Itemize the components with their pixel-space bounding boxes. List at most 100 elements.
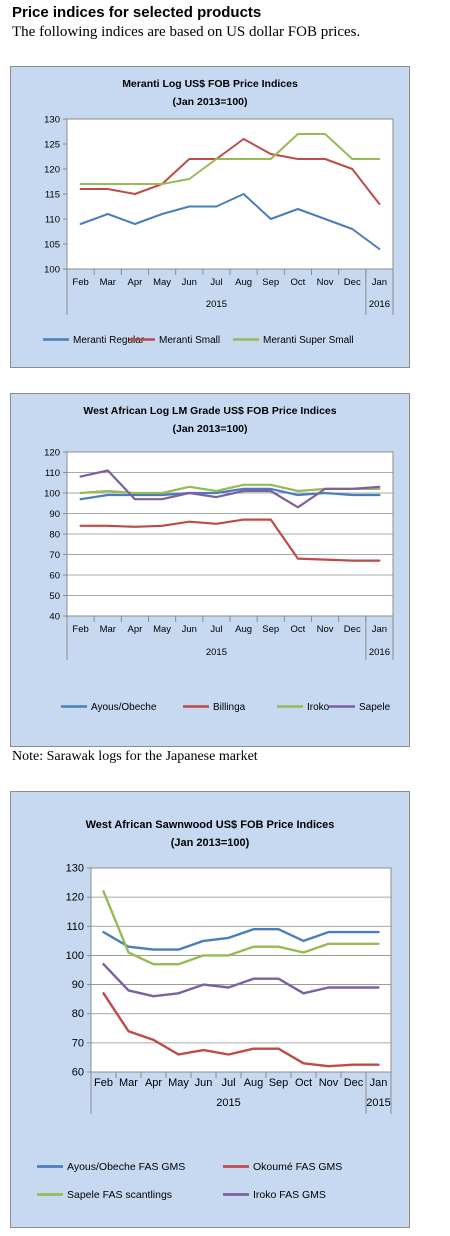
series-line-3 — [102, 962, 380, 998]
chart-subtitle: (Jan 2013=100) — [172, 423, 247, 435]
legend-label: Meranti Small — [159, 335, 220, 346]
x-tick-label: Jul — [210, 624, 222, 635]
y-tick-label: 120 — [44, 165, 60, 176]
series-line-2 — [102, 890, 380, 966]
y-tick-label: 70 — [49, 550, 60, 561]
x-tick-label: Apr — [128, 624, 143, 635]
x-tick-label: Oct — [295, 1077, 312, 1089]
y-tick-label: 80 — [72, 1008, 84, 1020]
x-tick-label: Feb — [72, 624, 88, 635]
series-line-1 — [79, 518, 381, 562]
x-tick-label: Apr — [145, 1077, 162, 1089]
legend-label: Billinga — [213, 702, 246, 713]
y-tick-label: 60 — [49, 571, 60, 582]
year-label: 2015 — [206, 299, 227, 310]
page-subheading: The following indices are based on US do… — [12, 24, 361, 40]
x-tick-label: Jun — [195, 1077, 213, 1089]
sawnwood-chart: West African Sawnwood US$ FOB Price Indi… — [37, 819, 392, 1201]
x-tick-label: May — [153, 277, 171, 288]
plot-area — [66, 118, 394, 270]
x-tick-label: Mar — [100, 277, 116, 288]
sawnwood-chart-panel: West African Sawnwood US$ FOB Price Indi… — [10, 791, 410, 1228]
y-tick-label: 125 — [44, 140, 60, 151]
series-line-3 — [79, 469, 381, 509]
y-tick-label: 80 — [49, 530, 60, 541]
x-tick-label: Jun — [182, 624, 197, 635]
x-tick-label: Dec — [344, 1077, 364, 1089]
x-tick-label: Jan — [372, 624, 387, 635]
legend-label: Sapele FAS scantlings — [67, 1189, 172, 1201]
x-tick-label: Dec — [344, 277, 361, 288]
series-line-1 — [102, 992, 380, 1068]
y-tick-label: 90 — [72, 979, 84, 991]
y-tick-label: 100 — [44, 265, 60, 276]
note-text: Note: Sarawak logs for the Japanese mark… — [12, 749, 258, 764]
year-label: 2015 — [366, 1097, 390, 1109]
x-tick-label: Jun — [182, 277, 197, 288]
chart-title: West African Log LM Grade US$ FOB Price … — [83, 405, 336, 417]
meranti-chart-panel: Meranti Log US$ FOB Price Indices (Jan 20… — [10, 66, 410, 368]
x-tick-label: Aug — [235, 624, 252, 635]
x-tick-label: Jul — [210, 277, 222, 288]
y-tick-label: 130 — [66, 863, 84, 875]
chart-title: West African Sawnwood US$ FOB Price Indi… — [86, 819, 335, 831]
series-line-2 — [79, 133, 381, 185]
y-tick-label: 120 — [44, 448, 60, 459]
x-tick-label: Jan — [370, 1077, 388, 1089]
legend-label: Okoumé FAS GMS — [253, 1161, 342, 1173]
meranti-chart: Meranti Log US$ FOB Price Indices (Jan 20… — [43, 78, 394, 346]
legend-label: Iroko — [307, 702, 330, 713]
y-tick-label: 70 — [72, 1037, 84, 1049]
x-tick-label: Mar — [119, 1077, 138, 1089]
year-label: 2016 — [369, 647, 390, 658]
legend-label: Meranti Super Small — [263, 335, 354, 346]
x-tick-label: Mar — [100, 624, 116, 635]
legend-label: Ayous/Obeche — [91, 702, 157, 713]
x-tick-label: Apr — [128, 277, 143, 288]
west-african-log-chart: West African Log LM Grade US$ FOB Price … — [44, 405, 394, 713]
y-tick-label: 120 — [66, 892, 84, 904]
x-tick-label: May — [168, 1077, 189, 1089]
x-tick-label: Nov — [317, 624, 334, 635]
y-tick-label: 50 — [49, 591, 60, 602]
plot-area — [90, 867, 392, 1073]
x-tick-label: Sep — [262, 624, 279, 635]
x-tick-label: May — [153, 624, 171, 635]
y-tick-label: 105 — [44, 240, 60, 251]
y-tick-label: 90 — [49, 509, 60, 520]
page-heading: Price indices for selected products — [12, 4, 262, 21]
x-tick-label: Jul — [221, 1077, 235, 1089]
x-tick-label: Aug — [235, 277, 252, 288]
legend-label: Sapele — [359, 702, 391, 713]
x-tick-label: Nov — [319, 1077, 339, 1089]
chart-subtitle: (Jan 2013=100) — [171, 837, 250, 849]
series-line-0 — [102, 927, 380, 951]
series-line-0 — [79, 193, 381, 250]
x-tick-label: Sep — [269, 1077, 289, 1089]
y-tick-label: 115 — [45, 190, 60, 201]
y-tick-label: 110 — [45, 468, 60, 479]
x-tick-label: Nov — [317, 277, 334, 288]
x-tick-label: Oct — [291, 277, 306, 288]
y-tick-label: 100 — [66, 950, 84, 962]
year-label: 2015 — [206, 647, 227, 658]
year-label: 2015 — [216, 1097, 240, 1109]
y-tick-label: 100 — [44, 489, 60, 500]
y-tick-label: 110 — [66, 921, 84, 933]
chart-subtitle: (Jan 2013=100) — [172, 96, 247, 108]
year-label: 2016 — [369, 299, 390, 310]
x-tick-label: Feb — [72, 277, 88, 288]
series-line-1 — [79, 138, 381, 205]
y-tick-label: 130 — [44, 115, 60, 126]
legend-label: Iroko FAS GMS — [253, 1189, 326, 1201]
x-tick-label: Jan — [372, 277, 387, 288]
x-tick-label: Aug — [244, 1077, 264, 1089]
x-tick-label: Dec — [344, 624, 361, 635]
chart-title: Meranti Log US$ FOB Price Indices — [122, 78, 298, 90]
x-tick-label: Oct — [291, 624, 306, 635]
west-african-log-chart-panel: West African Log LM Grade US$ FOB Price … — [10, 393, 410, 747]
legend-label: Meranti Regular — [73, 335, 145, 346]
y-tick-label: 60 — [72, 1067, 84, 1079]
legend-label: Ayous/Obeche FAS GMS — [67, 1161, 185, 1173]
x-tick-label: Sep — [262, 277, 279, 288]
